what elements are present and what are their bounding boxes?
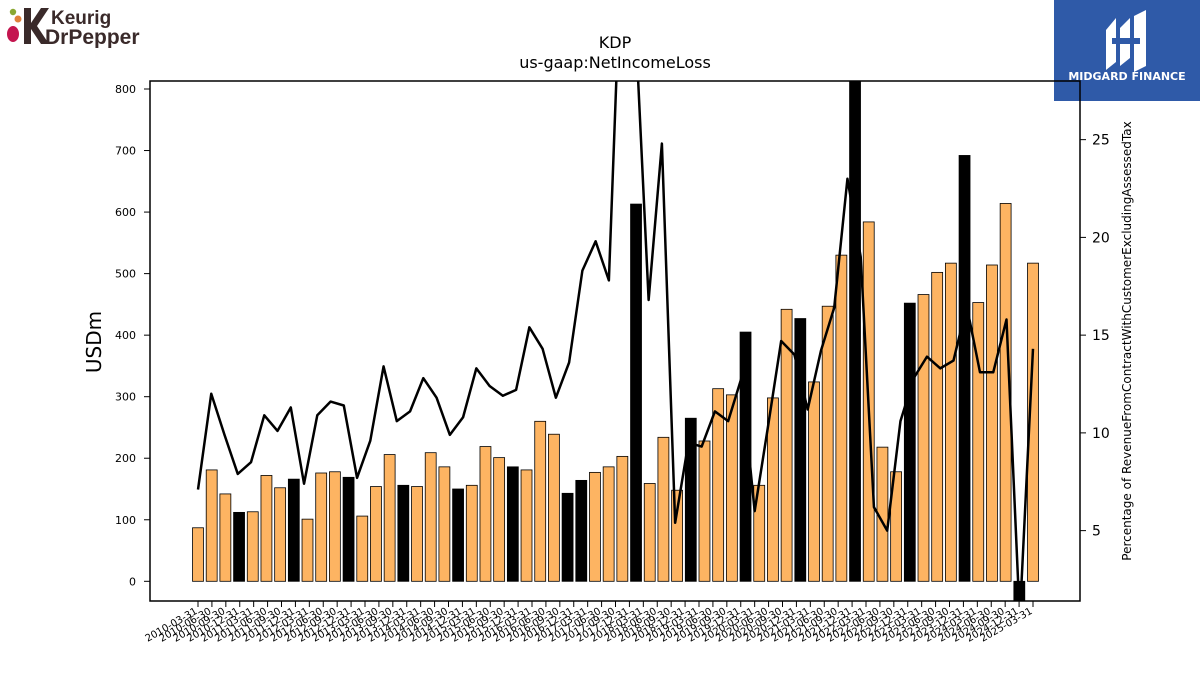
bar [1027,262,1039,582]
bar [465,484,478,582]
bar [424,452,437,582]
bar [315,472,328,582]
bar [931,271,944,582]
bar [643,483,656,582]
bar [698,440,711,582]
bar [342,476,355,582]
bar [808,381,820,582]
bar [575,479,588,582]
y2-axis-label: Percentage of RevenueFromContractWithCus… [1120,121,1134,560]
bar [630,203,642,582]
logo-leaf-icon [7,26,19,42]
bar [589,471,601,582]
bar [520,469,533,582]
bar [287,478,300,582]
bar [260,475,273,582]
chart-title: KDP [599,33,632,52]
bar [506,466,519,582]
bar [999,203,1012,582]
y-tick-label: 0 [129,575,136,588]
y2-tick-label: 10 [1092,426,1110,442]
logo-dot-orange [14,15,22,23]
axes-layer: 01002003004005006007008005101520252010-0… [115,80,1110,645]
bar [602,466,615,582]
y-tick-label: 600 [115,206,136,219]
y-tick-label: 800 [115,83,136,96]
y2-tick-label: 25 [1092,133,1110,149]
bar [192,527,204,582]
logo-text-keurig: Keurig [51,8,111,29]
bar [890,471,902,582]
midgard-logo-text: MIDGARD FINANCE [1068,70,1185,83]
bars-layer [192,81,1039,601]
logo-text-drpepper: DrPepper [45,26,140,48]
bar [917,294,930,582]
bar [835,254,848,582]
y-tick-label: 400 [115,329,136,342]
bar [903,302,916,582]
bar [219,493,232,582]
bar [534,420,547,582]
bar [438,466,451,582]
bar [794,318,807,582]
bar [205,469,218,582]
y2-tick-label: 15 [1092,328,1110,344]
y-tick-label: 100 [115,514,136,527]
bar [452,488,464,582]
logo-dot-green [9,8,17,16]
bar [383,454,396,582]
bar [397,484,410,582]
y-tick-label: 200 [115,452,136,465]
bar [958,155,971,582]
bar [684,417,697,582]
logo-k-mark [24,8,49,44]
bar [739,331,752,582]
bar [329,471,341,582]
bar [849,81,861,582]
midgard-mark-icon: MIDGARD FINANCE [1068,10,1186,83]
line-layer [196,81,1035,601]
y-axis-label: USDm [82,311,106,373]
bar [616,455,629,582]
bar [411,486,423,582]
bar [479,446,492,582]
bar [561,492,574,582]
bar [780,308,793,582]
bar [821,305,834,582]
y2-tick-label: 5 [1092,524,1101,540]
bar [671,489,683,582]
bar [370,486,382,582]
y-tick-label: 300 [115,391,136,404]
bar [944,262,957,582]
y-tick-label: 700 [115,145,136,158]
bar [712,388,725,582]
y-tick-label: 500 [115,268,136,281]
bar [986,264,998,582]
chart-subtitle: us-gaap:NetIncomeLoss [519,53,711,72]
y2-tick-label: 20 [1092,230,1110,246]
bar [493,457,506,582]
bar [246,511,259,582]
bar [356,515,369,582]
bar [301,518,314,582]
bar [548,433,560,582]
midgard-finance-logo: MIDGARD FINANCE [1054,0,1200,101]
series-line [196,81,1035,601]
bar [725,394,738,582]
bar [233,511,245,582]
bar [972,302,985,582]
bar [274,487,287,582]
bar [657,436,670,582]
keurig-dr-pepper-logo: Keurig DrPepper [7,8,140,48]
